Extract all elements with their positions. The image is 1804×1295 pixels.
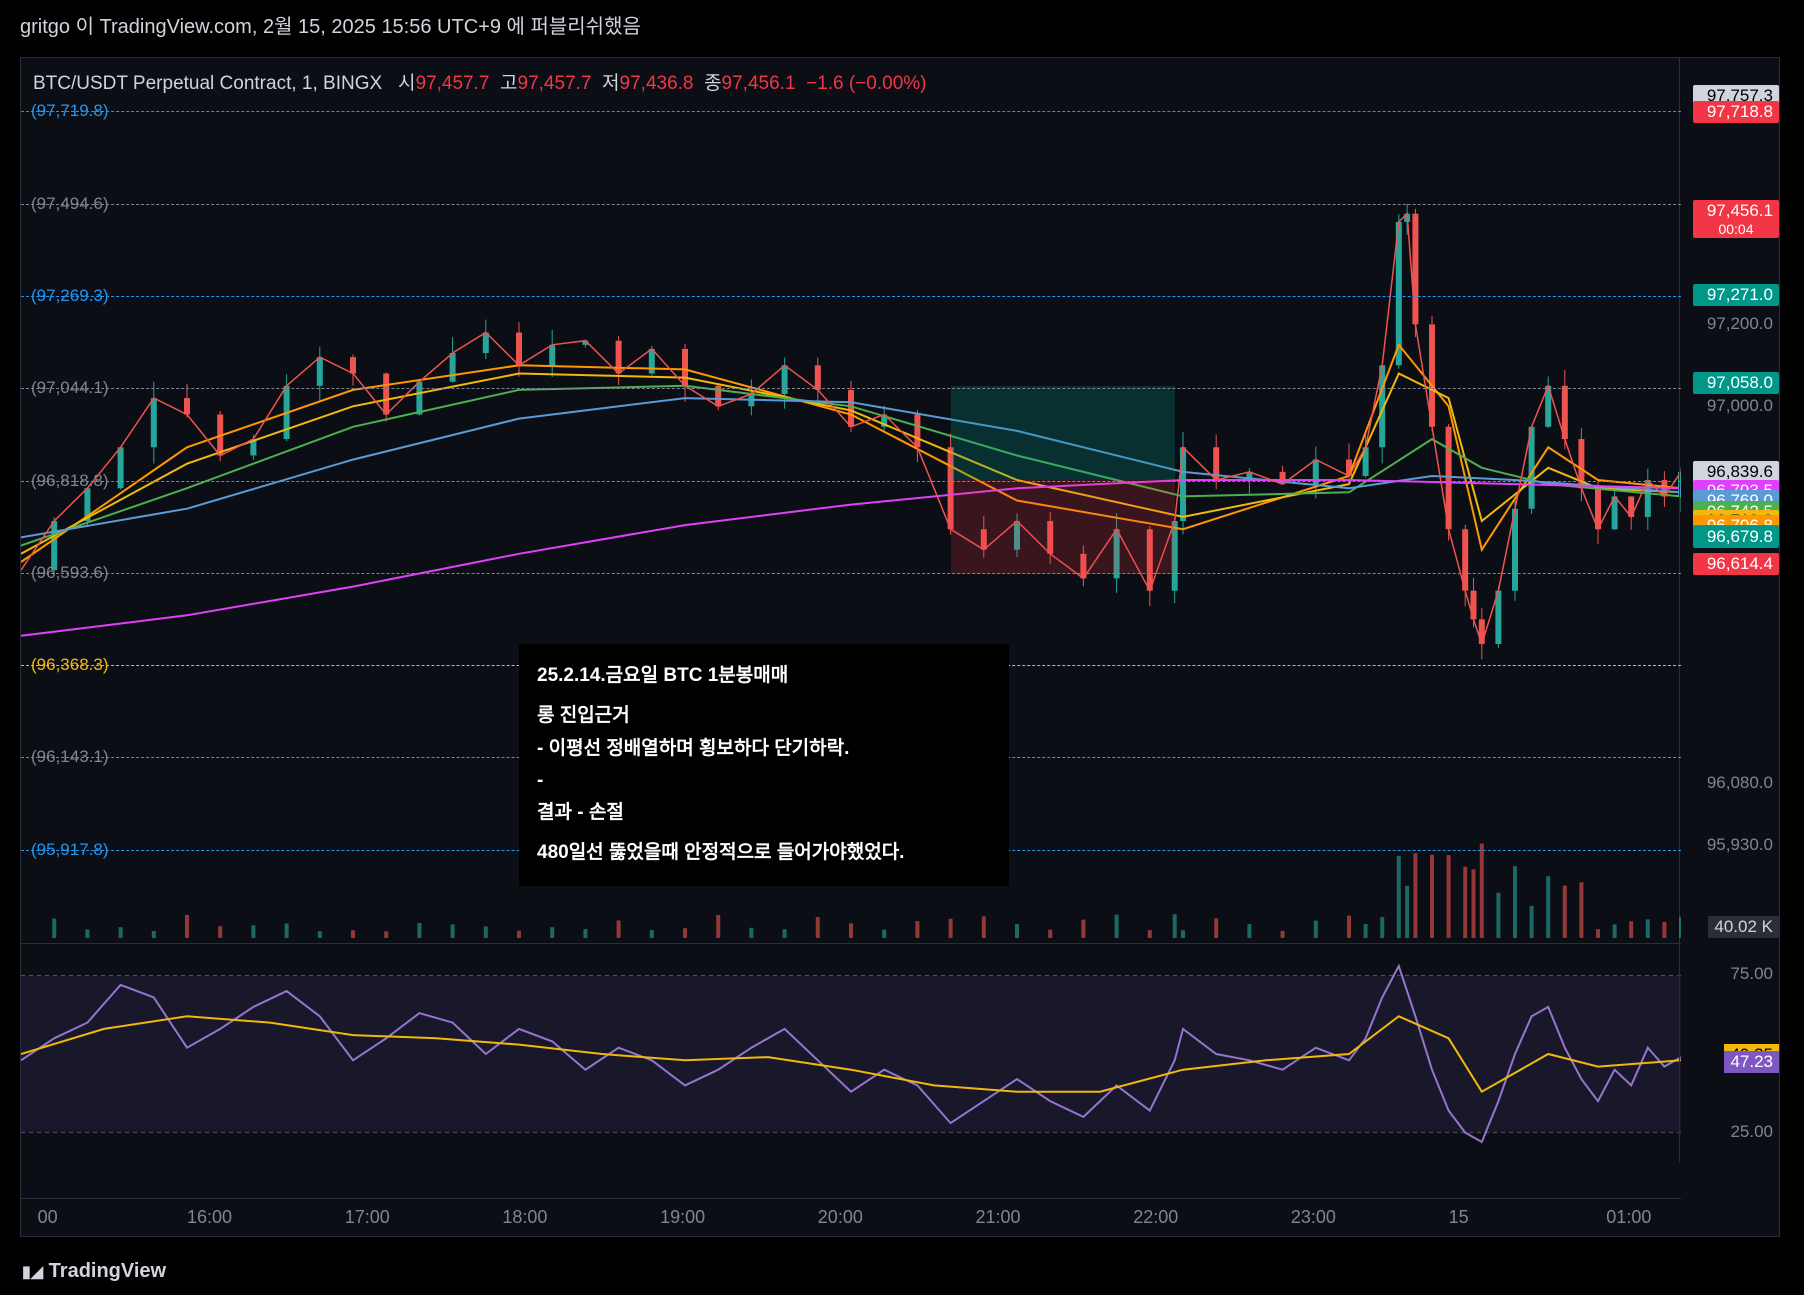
time-tick: 15 [1449,1207,1469,1228]
o-label: 시 [398,73,415,94]
c-val: 97,456.1 [722,73,796,94]
price-tick: 95,930.0 [1707,835,1773,855]
price-badge: 96,614.4 [1693,553,1779,575]
price-tick: 97,200.0 [1707,314,1773,334]
hline [21,296,1681,297]
price-badge: 97,718.8 [1693,101,1779,123]
note-box[interactable]: 25.2.14.금요일 BTC 1분봉매매롱 진입근거- 이평선 정배열하며 횡… [519,644,1009,886]
hline [21,573,1681,574]
price-badge: 96,679.8 [1693,526,1779,548]
rsi-tick: 75.00 [1730,964,1773,984]
time-tick: 22:00 [1133,1207,1178,1228]
hline [21,388,1681,389]
main-chart[interactable]: (97,719.8)(97,494.6)(97,269.3)(97,044.1)… [21,58,1681,898]
time-tick: 16:00 [187,1207,232,1228]
hline [21,204,1681,205]
hline [21,111,1681,112]
time-axis: 00 16:00 17:00 18:00 19:00 20:00 21:00 22:00 23:… [21,1198,1681,1236]
price-tick: 97,000.0 [1707,396,1773,416]
l-val: 97,436.8 [620,73,694,94]
price-badge: 97,456.100:04 [1693,200,1779,238]
time-tick: 21:00 [976,1207,1021,1228]
h-val: 97,457.7 [518,73,592,94]
chart-container[interactable]: BTC/USDT Perpetual Contract, 1, BINGX 시9… [20,57,1780,1237]
zone-box [951,480,1175,574]
time-tick: 19:00 [660,1207,705,1228]
time-tick: 23:00 [1291,1207,1336,1228]
time-tick: 18:00 [502,1207,547,1228]
rsi-badge: 47.23 [1724,1051,1779,1073]
o-val: 97,457.7 [416,73,490,94]
price-axis[interactable]: 97,200.097,000.096,080.095,930.097,757.3… [1679,58,1779,1163]
l-label: 저 [602,73,619,94]
hline [21,481,1681,482]
tradingview-logo: ▮◢ TradingView [22,1260,166,1283]
time-tick: 20:00 [818,1207,863,1228]
price-badge: 97,271.0 [1693,284,1779,306]
rsi-panel[interactable] [21,943,1681,1163]
chg-val: −1.6 (−0.00%) [806,73,926,94]
symbol: BTC/USDT Perpetual Contract, 1, BINGX [33,73,382,94]
h-label: 고 [500,73,517,94]
c-label: 종 [704,73,721,94]
volume-badge: 40.02 K [1708,916,1779,938]
publish-header: gritgo 이 TradingView.com, 2월 15, 2025 15… [0,0,1804,49]
price-tick: 96,080.0 [1707,773,1773,793]
zone-box [951,386,1175,480]
price-badge: 97,058.0 [1693,372,1779,394]
rsi-tick: 25.00 [1730,1122,1773,1142]
ohlc-bar: BTC/USDT Perpetual Contract, 1, BINGX 시9… [33,68,927,95]
time-tick: 01:00 [1606,1207,1651,1228]
time-tick: 00 [38,1207,58,1228]
time-tick: 17:00 [345,1207,390,1228]
